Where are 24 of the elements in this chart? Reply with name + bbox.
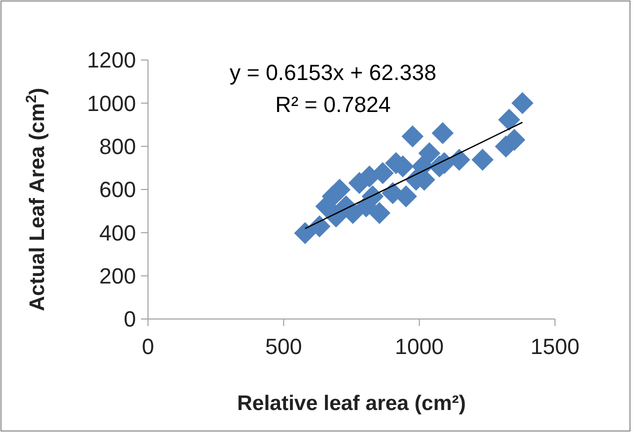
x-tick-label: 500 xyxy=(265,334,302,359)
point xyxy=(402,125,424,148)
annotation: R² = 0.7824 xyxy=(275,92,391,117)
y-tick-label: 1200 xyxy=(87,48,136,73)
y-tick-label: 400 xyxy=(99,220,136,246)
x-tick-label: 1500 xyxy=(530,334,580,359)
point xyxy=(308,215,330,238)
y-tick-label: 200 xyxy=(99,264,136,289)
y-tick-label: 800 xyxy=(99,134,136,160)
y-tick-label: 0 xyxy=(124,306,136,332)
point xyxy=(368,202,390,224)
point xyxy=(498,108,520,131)
point xyxy=(511,92,534,114)
x-axis-title: Relative leaf area (cm²) xyxy=(237,392,466,415)
point xyxy=(418,142,440,164)
point xyxy=(432,122,454,144)
x-tick-label: 0 xyxy=(142,334,154,359)
y-tick-label: 600 xyxy=(99,177,136,202)
point xyxy=(294,222,316,244)
point xyxy=(472,148,494,171)
annotation: y = 0.6153x + 62.338 xyxy=(230,60,436,85)
x-tick-label: 1000 xyxy=(394,334,444,359)
y-tick-label: 1000 xyxy=(87,90,136,116)
point xyxy=(328,178,351,201)
